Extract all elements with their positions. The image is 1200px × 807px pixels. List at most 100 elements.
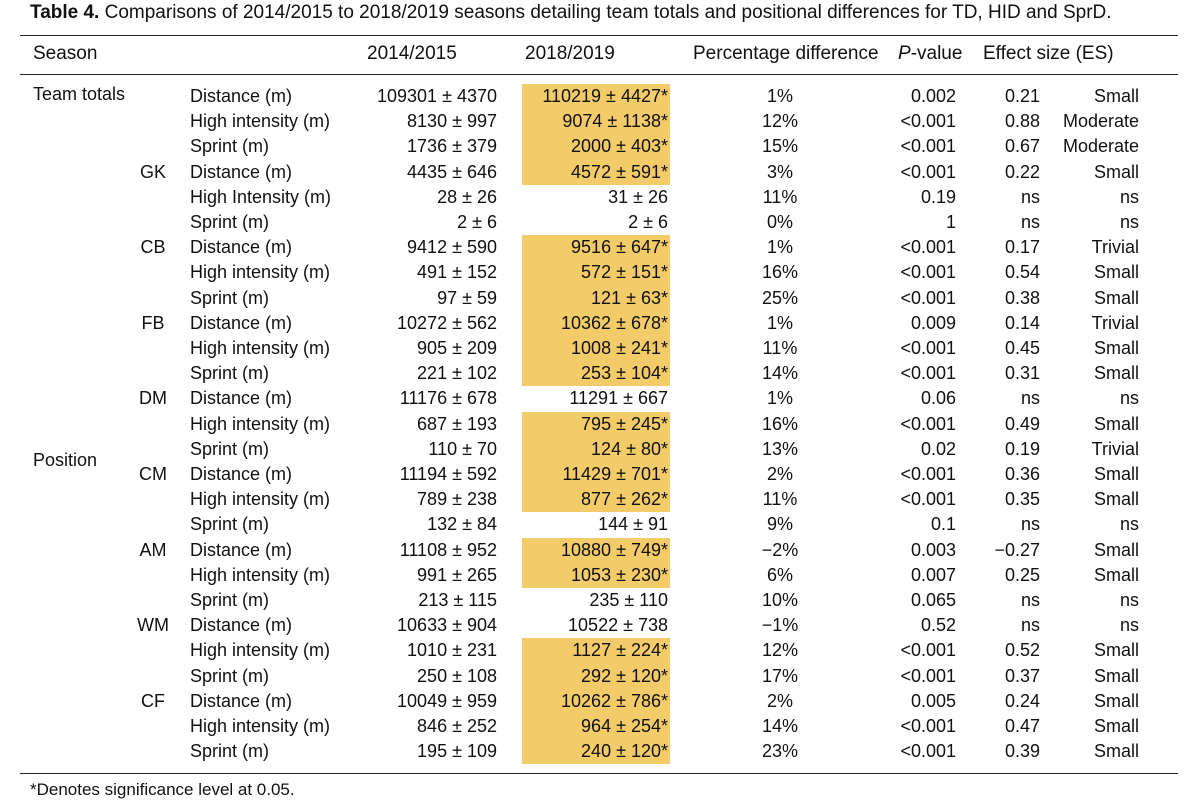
value-2018-2019: 31 ± 26	[608, 186, 668, 207]
position-label	[130, 109, 176, 134]
percentage-difference: 3%	[766, 161, 793, 182]
percentage-difference: 1%	[766, 86, 793, 106]
effect-size-magnitude: Small	[1093, 287, 1139, 308]
table-row: DM Distance (m) 11176 ± 678 11291 ± 667 1% 0.…	[0, 386, 1200, 411]
value-2014-2015: 109301 ± 4370	[377, 86, 497, 106]
position-label: CB	[140, 237, 166, 258]
percentage-difference: 16%	[761, 413, 799, 434]
table-label: Table 4.	[30, 2, 100, 23]
effect-size: 0.49	[1004, 413, 1040, 434]
table-title: Comparisons of 2014/2015 to 2018/2019 se…	[104, 2, 1112, 23]
percentage-difference: 1%	[766, 388, 793, 409]
value-2018-2019-highlighted: 10362 ± 678*	[522, 310, 670, 336]
table-row: High intensity (m) 491 ± 152 572 ± 151* 16%…	[0, 260, 1200, 286]
percentage-difference: 13%	[761, 438, 799, 459]
position-label: DM	[139, 388, 167, 409]
effect-size-magnitude: Moderate	[1062, 136, 1139, 157]
value-2018-2019-highlighted: 1008 ± 241*	[522, 336, 670, 362]
header-2018-2019: 2018/2019	[525, 43, 615, 64]
percentage-difference: 1%	[766, 312, 793, 333]
position-label	[130, 563, 176, 588]
position-label	[130, 638, 176, 663]
effect-size-magnitude: Small	[1093, 489, 1139, 510]
variable-label: Sprint (m)	[190, 514, 270, 535]
percentage-difference: 11%	[762, 489, 798, 510]
variable-label: High Intensity (m)	[190, 186, 332, 207]
variable-label: High intensity (m)	[190, 716, 331, 736]
value-2014-2015: 905 ± 209	[417, 338, 497, 358]
effect-size-magnitude: Small	[1093, 338, 1139, 358]
effect-size: 0.22	[1004, 161, 1040, 182]
value-2014-2015: 195 ± 109	[417, 741, 497, 762]
p-value: 0.06	[920, 388, 956, 409]
value-2018-2019-highlighted: 877 ± 262*	[522, 487, 670, 513]
value-2014-2015: 97 ± 59	[437, 287, 497, 308]
value-2014-2015: 1736 ± 379	[407, 136, 497, 157]
position-label: CF	[141, 690, 165, 711]
value-2014-2015: 213 ± 115	[418, 590, 497, 610]
percentage-difference: 16%	[761, 262, 799, 283]
variable-label: Sprint (m)	[190, 741, 270, 762]
percentage-difference: 14%	[761, 363, 799, 384]
effect-size-magnitude: Small	[1093, 161, 1139, 182]
position-label	[130, 84, 176, 109]
position-label	[130, 739, 176, 764]
percentage-difference: 15%	[761, 136, 799, 157]
p-value: 0.005	[910, 690, 956, 711]
effect-size: 0.67	[1004, 136, 1040, 157]
value-2014-2015: 846 ± 252	[417, 716, 497, 736]
header-p-rest: -value	[910, 43, 963, 64]
table-row: High intensity (m) 846 ± 252 964 ± 254* 14%…	[0, 714, 1200, 740]
table-row: High intensity (m) 789 ± 238 877 ± 262* 11%…	[0, 487, 1200, 513]
percentage-difference: 14%	[761, 716, 799, 736]
effect-size-magnitude: Small	[1093, 86, 1139, 106]
effect-size-magnitude: Small	[1093, 363, 1139, 384]
value-2018-2019: 10522 ± 738	[568, 615, 668, 636]
value-2014-2015: 11176 ± 678	[399, 388, 497, 409]
group-label-team-totals: Team totals	[33, 84, 126, 104]
value-2018-2019-highlighted: 10880 ± 749*	[522, 537, 670, 563]
position-label	[130, 437, 176, 462]
table-row: High intensity (m) 905 ± 209 1008 ± 241* 11…	[0, 336, 1200, 362]
p-value: 0.009	[910, 312, 956, 333]
position-label	[130, 714, 176, 739]
effect-size-magnitude: Small	[1093, 262, 1139, 283]
variable-label: Distance (m)	[190, 615, 293, 636]
effect-size-magnitude: ns	[1119, 590, 1139, 610]
variable-label: Sprint (m)	[190, 212, 270, 232]
variable-label: Distance (m)	[190, 161, 293, 182]
table-row: High intensity (m) 687 ± 193 795 ± 245* 16%…	[0, 411, 1200, 437]
value-2014-2015: 1010 ± 231	[407, 640, 497, 661]
percentage-difference: 25%	[761, 287, 799, 308]
position-label: GK	[139, 161, 166, 182]
p-value: <0.001	[900, 111, 956, 132]
percentage-difference: 9%	[766, 514, 793, 535]
position-label	[130, 210, 176, 235]
position-label: AM	[139, 539, 167, 560]
effect-size: 0.37	[1004, 665, 1040, 686]
value-2018-2019-highlighted: 1127 ± 224*	[522, 638, 670, 664]
value-2014-2015: 2 ± 6	[457, 212, 497, 232]
p-value: <0.001	[900, 136, 956, 157]
value-2018-2019: 144 ± 91	[598, 514, 668, 535]
effect-size: 0.19	[1004, 438, 1040, 459]
table-row: CB Distance (m) 9412 ± 590 9516 ± 647* 1% <0.…	[0, 235, 1200, 261]
variable-label: Distance (m)	[190, 388, 293, 409]
p-value: <0.001	[900, 262, 956, 283]
effect-size: 0.17	[1004, 237, 1040, 258]
value-2014-2015: 789 ± 238	[417, 489, 497, 510]
effect-size: ns	[1020, 212, 1040, 232]
position-label: WM	[137, 615, 169, 636]
p-value: <0.001	[900, 161, 956, 182]
p-value: 1	[945, 212, 956, 232]
effect-size: 0.24	[1004, 690, 1040, 711]
table-row: High intensity (m) 991 ± 265 1053 ± 230* 6%…	[0, 562, 1200, 588]
effect-size-magnitude: Moderate	[1062, 111, 1139, 132]
value-2014-2015: 491 ± 152	[417, 262, 497, 283]
value-2018-2019-highlighted: 572 ± 151*	[522, 260, 670, 286]
table-row: Sprint (m) 250 ± 108 292 ± 120* 17% <0.001 0.…	[0, 663, 1200, 689]
value-2018-2019-highlighted: 292 ± 120*	[522, 663, 670, 689]
variable-label: High intensity (m)	[190, 338, 331, 358]
effect-size-magnitude: Small	[1093, 640, 1139, 661]
effect-size: ns	[1020, 514, 1040, 535]
